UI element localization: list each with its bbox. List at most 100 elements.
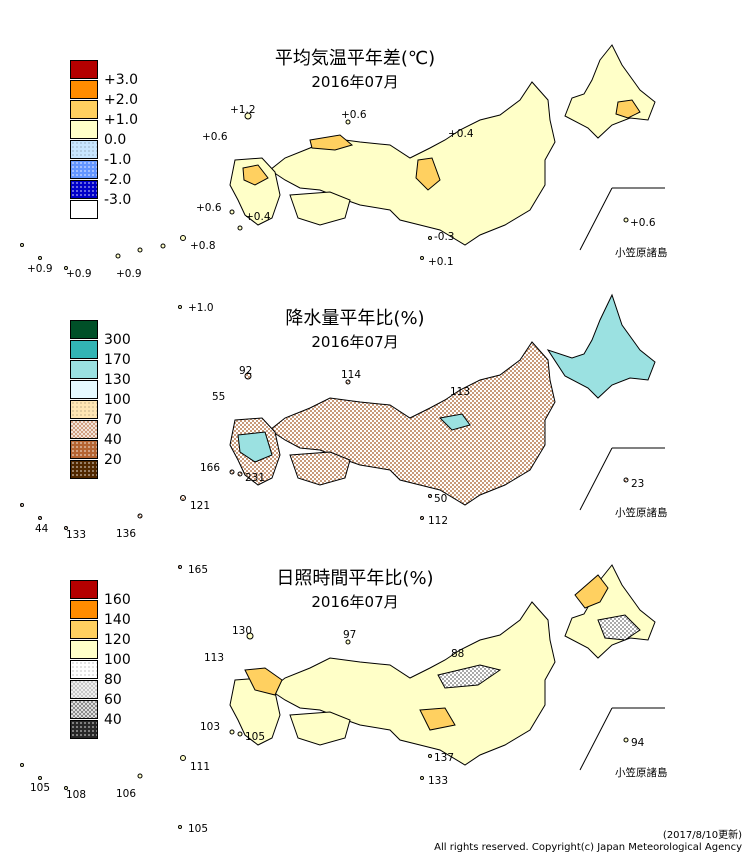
temperature-title: 平均気温平年差(℃) bbox=[274, 48, 436, 69]
legend-swatch bbox=[70, 640, 98, 659]
island bbox=[345, 379, 351, 385]
station-value: 113 bbox=[204, 652, 225, 664]
legend-swatch bbox=[70, 320, 98, 339]
island bbox=[623, 737, 629, 743]
station-value: +0.6 bbox=[630, 217, 656, 229]
station-value: 50 bbox=[434, 493, 448, 505]
island bbox=[137, 773, 143, 779]
bonin-label: 小笠原諸島 bbox=[615, 767, 668, 779]
sunshine-subtitle: 2016年07月 bbox=[311, 593, 399, 611]
legend-swatch bbox=[70, 620, 98, 639]
station-value: 44 bbox=[35, 523, 49, 535]
legend-swatch bbox=[70, 100, 98, 119]
island bbox=[246, 632, 254, 640]
island bbox=[178, 825, 182, 829]
legend-label: 60 bbox=[104, 692, 122, 708]
legend-swatch bbox=[70, 700, 98, 719]
station-value: 105 bbox=[188, 823, 209, 835]
copyright: All rights reserved. Copyright(c) Japan … bbox=[434, 842, 742, 853]
sunshine-legend: 160 140 120 100 80 60 40 bbox=[70, 580, 190, 750]
shikoku bbox=[289, 191, 351, 226]
island bbox=[20, 243, 24, 247]
island bbox=[137, 513, 143, 519]
station-value: 105 bbox=[245, 731, 266, 743]
island bbox=[244, 372, 252, 380]
honshu-spot-west bbox=[309, 134, 354, 151]
japan-outline bbox=[20, 564, 656, 829]
island bbox=[180, 235, 186, 241]
station-value: 121 bbox=[190, 500, 211, 512]
station-value: 133 bbox=[66, 529, 87, 541]
island bbox=[64, 266, 68, 270]
legend-swatch bbox=[70, 580, 98, 599]
legend-swatch bbox=[70, 120, 98, 139]
legend-label: 130 bbox=[104, 372, 131, 388]
sunshine-title: 日照時間平年比(%) bbox=[276, 568, 434, 589]
legend-label: -3.0 bbox=[104, 192, 132, 208]
station-value: 111 bbox=[190, 761, 211, 773]
legend-swatch bbox=[70, 360, 98, 379]
station-value: 130 bbox=[232, 625, 253, 637]
legend-swatch bbox=[70, 420, 98, 439]
hokkaido bbox=[564, 44, 656, 139]
precipitation-legend: 300 170 130 100 70 40 20 bbox=[70, 320, 190, 490]
station-value: +0.8 bbox=[190, 240, 216, 252]
legend-label: +3.0 bbox=[104, 72, 138, 88]
legend-label: 160 bbox=[104, 592, 131, 608]
station-value: 231 bbox=[245, 472, 266, 484]
legend-swatch bbox=[70, 720, 98, 739]
legend-swatch bbox=[70, 180, 98, 199]
legend-label: +1.0 bbox=[104, 112, 138, 128]
island bbox=[178, 305, 182, 309]
honshu-spot-central bbox=[415, 157, 441, 191]
station-value: 55 bbox=[212, 391, 226, 403]
station-value: 165 bbox=[188, 564, 209, 576]
station-value: 113 bbox=[450, 386, 471, 398]
hokkaido-spot bbox=[615, 99, 641, 119]
legend-label: 70 bbox=[104, 412, 122, 428]
station-value: +0.9 bbox=[27, 263, 53, 275]
island bbox=[237, 731, 243, 737]
station-value: 105 bbox=[30, 782, 51, 794]
legend-label: 120 bbox=[104, 632, 131, 648]
island bbox=[160, 243, 166, 249]
island bbox=[428, 754, 432, 758]
island bbox=[178, 565, 182, 569]
legend-swatch bbox=[70, 80, 98, 99]
island bbox=[64, 526, 68, 530]
precipitation-title: 降水量平年比(%) bbox=[285, 308, 425, 329]
station-value: 97 bbox=[343, 629, 357, 641]
station-value: +0.6 bbox=[341, 109, 367, 121]
honshu-dull-spot bbox=[437, 664, 502, 689]
japan-outline bbox=[20, 293, 656, 569]
legend-label: 40 bbox=[104, 432, 122, 448]
station-value: -0.3 bbox=[434, 231, 455, 243]
update-date: (2017/8/10更新) bbox=[662, 830, 742, 841]
island bbox=[420, 256, 424, 260]
station-value: +0.1 bbox=[428, 256, 454, 268]
island bbox=[38, 516, 42, 520]
station-value: 92 bbox=[239, 365, 253, 377]
station-value: 112 bbox=[428, 515, 449, 527]
station-value: 103 bbox=[200, 721, 221, 733]
japan-outline bbox=[20, 44, 656, 309]
legend-swatch bbox=[70, 380, 98, 399]
legend-label: +2.0 bbox=[104, 92, 138, 108]
bonin-label: 小笠原諸島 bbox=[615, 507, 668, 519]
legend-swatch bbox=[70, 340, 98, 359]
station-value: +0.9 bbox=[66, 268, 92, 280]
bonin-inset-frame bbox=[579, 447, 665, 511]
honshu-wet-spot bbox=[438, 413, 471, 431]
island bbox=[428, 494, 432, 498]
shikoku bbox=[289, 451, 351, 486]
legend-label: 100 bbox=[104, 392, 131, 408]
bonin-inset-frame bbox=[579, 187, 665, 251]
station-value: +0.6 bbox=[196, 202, 222, 214]
island bbox=[180, 755, 186, 761]
station-value: 88 bbox=[451, 648, 465, 660]
island bbox=[428, 236, 432, 240]
island bbox=[623, 217, 629, 223]
island bbox=[345, 119, 351, 125]
sunshine-map bbox=[20, 564, 665, 829]
island bbox=[115, 253, 121, 259]
